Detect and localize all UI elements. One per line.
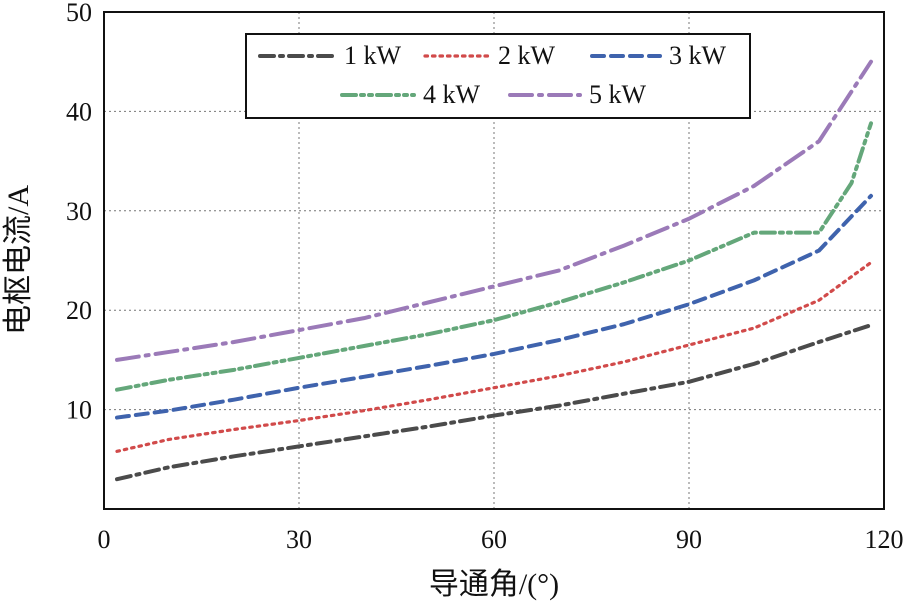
x-tick-label: 90: [676, 525, 702, 554]
legend-item-2-kw: 2 kW: [423, 41, 556, 70]
y-tick-label: 50: [66, 0, 92, 27]
x-tick-label: 60: [481, 525, 507, 554]
x-axis-label: 导通角/(°): [429, 568, 559, 601]
legend-item-5-kw: 5 kW: [508, 80, 647, 109]
series-line-4-kw: [115, 121, 873, 392]
plot-frame: [103, 11, 885, 510]
y-axis-label: 电枢电流/A: [2, 185, 35, 335]
series-lines: [115, 59, 873, 482]
series-line-2-kw: [115, 260, 873, 453]
axis-ticks: 0 30 60 90 120 10 20 30 40 50: [66, 0, 904, 554]
legend-label: 5 kW: [589, 80, 647, 109]
series-line-3-kw: [115, 193, 873, 420]
y-tick-label: 10: [66, 396, 92, 425]
series-line-1-kw: [115, 323, 873, 482]
y-tick-label: 40: [66, 97, 92, 126]
legend-label: 4 kW: [423, 80, 481, 109]
legend-label: 1 kW: [344, 41, 402, 70]
x-tick-label: 30: [286, 525, 312, 554]
legend: 1 kW 2 kW 3 kW 4 kW 5 kW: [245, 33, 751, 119]
x-tick-label: 0: [98, 525, 111, 554]
legend-item-3-kw: 3 kW: [590, 41, 727, 70]
legend-label: 2 kW: [498, 41, 556, 70]
legend-label: 3 kW: [669, 41, 727, 70]
series-line-5-kw: [115, 59, 873, 362]
legend-item-4-kw: 4 kW: [340, 80, 481, 109]
y-tick-label: 20: [66, 296, 92, 325]
legend-item-1-kw: 1 kW: [258, 41, 402, 70]
y-tick-label: 30: [66, 197, 92, 226]
legend-box: [245, 33, 751, 119]
x-tick-label: 120: [865, 525, 904, 554]
